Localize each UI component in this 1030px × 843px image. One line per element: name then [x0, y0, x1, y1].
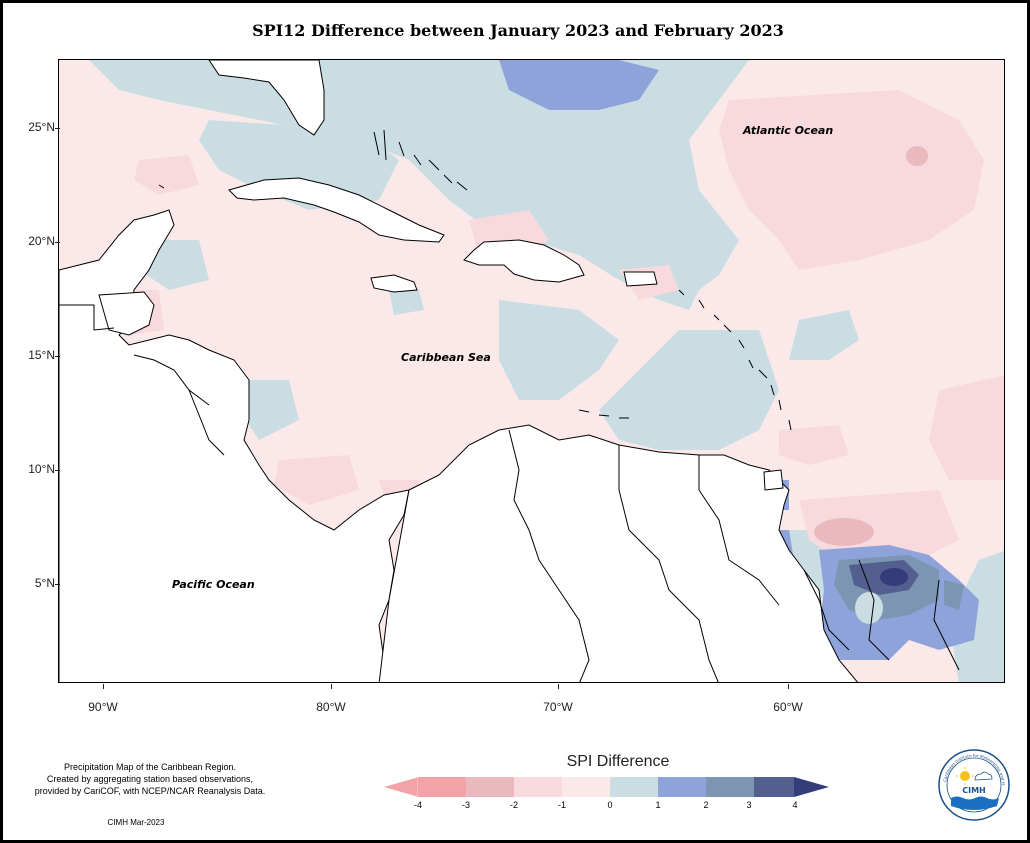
map-canvas: [59, 60, 1004, 682]
small-islands: [158, 129, 792, 431]
legend-tick-neg3: -3: [461, 800, 470, 810]
label-atlantic-ocean: Atlantic Ocean: [743, 124, 834, 137]
lat-tick-25n: 25°N: [21, 120, 60, 134]
sun-icon: [960, 771, 970, 781]
label-pacific-ocean: Pacific Ocean: [172, 578, 255, 591]
legend-arrow-high: [794, 777, 829, 797]
legend-colorbar: [383, 776, 829, 798]
legend-swatch-2-3: [706, 777, 754, 797]
lat-tick-20n: 20°N: [21, 234, 60, 248]
land-masses: [59, 60, 858, 682]
cimh-logo: CIMH Caribbean Institute for Meteorology…: [937, 748, 1010, 821]
map-panel: Atlantic Ocean Caribbean Sea Pacific Oce…: [58, 59, 1005, 683]
lat-tick-10n: 10°N: [21, 462, 60, 476]
lon-tick-90w: 90°W: [73, 684, 133, 714]
map-title: SPI12 Difference between January 2023 an…: [252, 21, 784, 40]
legend-tick-4: 4: [792, 800, 798, 810]
logo-text: CIMH: [962, 786, 986, 795]
waves-icon: [951, 796, 999, 810]
lon-tick-60w: 60°W: [758, 684, 818, 714]
legend-swatch-0-1: [610, 777, 658, 797]
legend-swatch-neg1-0: [562, 777, 610, 797]
country-borders: [59, 304, 960, 682]
credit-text: CIMH Mar-2023: [107, 818, 165, 827]
description-line-3: provided by CariCOF, with NCEP/NCAR Rean…: [34, 786, 266, 796]
legend-swatch-neg2-neg1: [514, 777, 562, 797]
legend-tick-neg4: -4: [413, 800, 422, 810]
description-line-1: Precipitation Map of the Caribbean Regio…: [63, 762, 237, 772]
legend-swatch-neg3-neg2: [466, 777, 514, 797]
legend-tick-neg1: -1: [557, 800, 566, 810]
anomaly-zone-0-to-1-inner: [855, 592, 883, 624]
legend-tick-1: 1: [655, 800, 661, 810]
map-description: Precipitation Map of the Caribbean Regio…: [9, 761, 291, 797]
anomaly-zone-above-4: [880, 568, 908, 586]
lon-tick-80w: 80°W: [301, 684, 361, 714]
legend-tick-neg2: -2: [509, 800, 518, 810]
lat-tick-5n: 5°N: [21, 576, 60, 590]
cloud-icon: [974, 771, 993, 781]
lon-tick-70w: 70°W: [528, 684, 588, 714]
legend-tick-3: 3: [746, 800, 752, 810]
legend-swatch-1-2: [658, 777, 706, 797]
legend-tick-2: 2: [703, 800, 709, 810]
legend-swatch-neg4-neg3: [418, 777, 466, 797]
legend-title: SPI Difference: [566, 753, 670, 770]
legend-tick-0: 0: [607, 800, 613, 810]
legend-swatch-3-4: [754, 777, 794, 797]
legend-arrow-low: [383, 776, 419, 798]
description-line-2: Created by aggregating station based obs…: [46, 774, 254, 784]
label-caribbean-sea: Caribbean Sea: [401, 351, 491, 364]
lat-tick-15n: 15°N: [21, 348, 60, 362]
